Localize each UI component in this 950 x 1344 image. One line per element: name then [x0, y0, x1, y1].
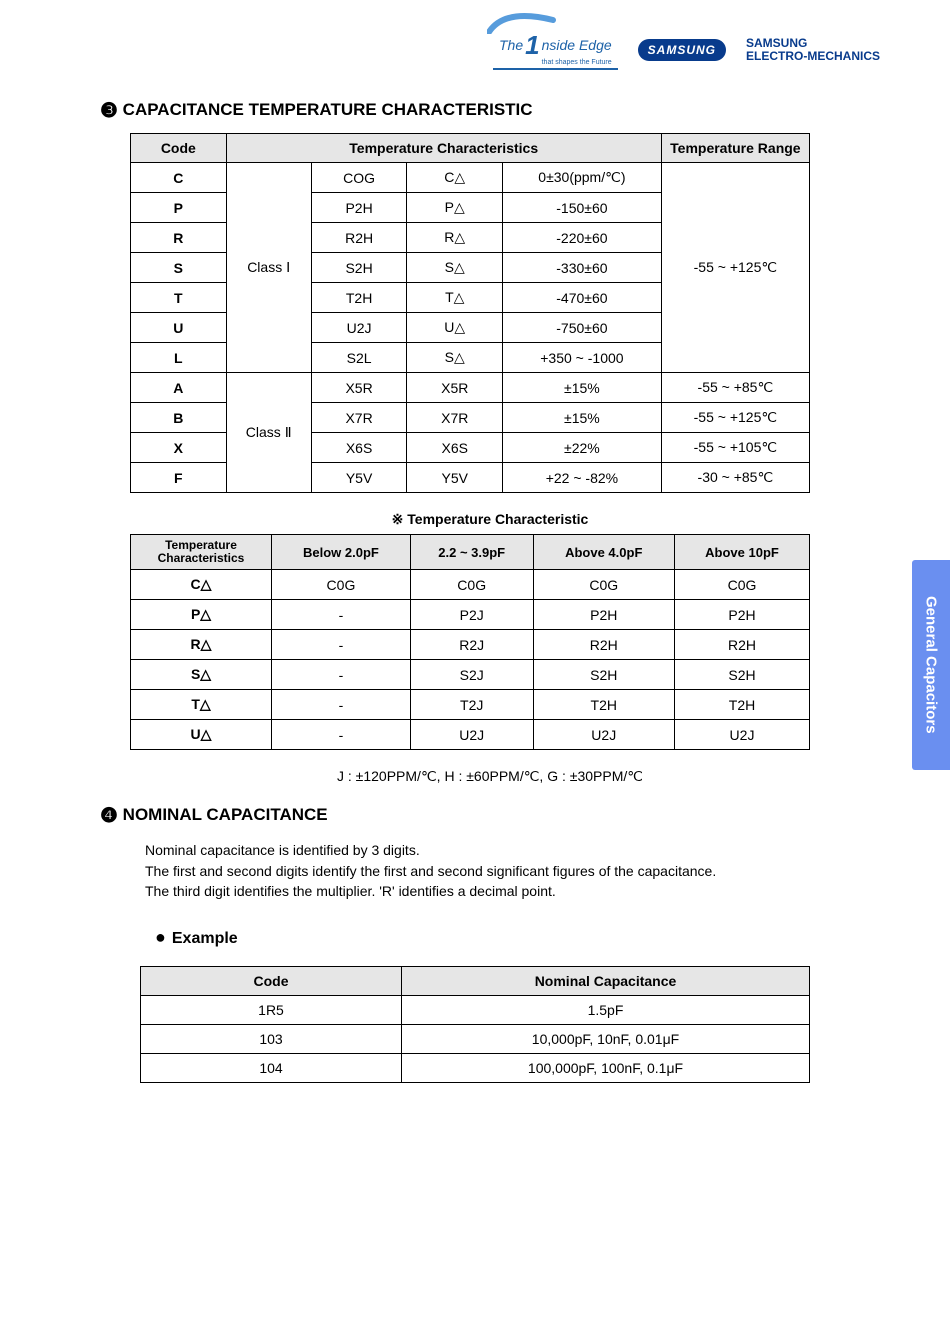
th3-nc: Nominal Capacitance [402, 967, 810, 996]
t1-code: C [131, 163, 227, 193]
t1-code: S [131, 253, 227, 283]
t1-code: T [131, 283, 227, 313]
tr: -30 ~ +85℃ [661, 463, 809, 493]
section3-title: ❸ CAPACITANCE TEMPERATURE CHARACTERISTIC [100, 98, 880, 123]
th2-h1: Below 2.0pF [272, 535, 411, 570]
body-l3: The third digit identifies the multiplie… [145, 883, 556, 899]
body-l2: The first and second digits identify the… [145, 863, 716, 879]
t1-code: X [131, 433, 227, 463]
th3-code: Code [141, 967, 402, 996]
temp-char-table: Code Temperature Characteristics Tempera… [130, 133, 810, 493]
ppm-footnote: J : ±120PPM/℃, H : ±60PPM/℃, G : ±30PPM/… [100, 768, 880, 785]
inside-mid: nside Edge [542, 37, 612, 53]
t1-c2: C△ [407, 163, 503, 193]
t1-code: U [131, 313, 227, 343]
tr: -55 ~ +85℃ [661, 373, 809, 403]
th-code: Code [131, 134, 227, 163]
inside-pre: The [499, 37, 523, 53]
samsung-em-logo: SAMSUNG ELECTRO-MECHANICS [746, 37, 880, 63]
tr: -55 ~ +105℃ [661, 433, 809, 463]
samsung-oval-logo: SAMSUNG [638, 39, 726, 61]
inside-one: 1 [525, 30, 539, 60]
th-tr: Temperature Range [661, 134, 809, 163]
class1-range: -55 ~ +125℃ [661, 163, 809, 373]
sem-line2: ELECTRO-MECHANICS [746, 49, 880, 63]
body-l1: Nominal capacitance is identified by 3 d… [145, 842, 420, 858]
section3-num: ❸ [100, 100, 118, 122]
bullet-icon: ● [155, 927, 166, 947]
th-tc: Temperature Characteristics [226, 134, 661, 163]
section4-title: ❹ NOMINAL CAPACITANCE [100, 803, 880, 828]
t1-code: R [131, 223, 227, 253]
example-heading: ● Example [155, 927, 880, 948]
inside-sub: that shapes the Future [499, 59, 612, 66]
section4-title-text: NOMINAL CAPACITANCE [123, 805, 328, 824]
side-tab: General Capacitors [912, 560, 950, 770]
th2-h4: Above 10pF [675, 535, 810, 570]
logo-bar: The1nside Edge that shapes the Future SA… [100, 30, 880, 70]
th2-h3: Above 4.0pF [533, 535, 675, 570]
section3-title-text: CAPACITANCE TEMPERATURE CHARACTERISTIC [123, 100, 533, 119]
temp-char-subtable: Temperature Characteristics Below 2.0pF … [130, 534, 810, 750]
t1-code: P [131, 193, 227, 223]
inside-edge-logo: The1nside Edge that shapes the Future [493, 30, 618, 70]
sub-title: ※ Temperature Characteristic [100, 511, 880, 528]
example-table: Code Nominal Capacitance 1R5 1.5pF 103 1… [140, 966, 810, 1083]
class1-label: Class Ⅰ [226, 163, 311, 373]
t1-c1: COG [311, 163, 407, 193]
class2-label: Class Ⅱ [226, 373, 311, 493]
tr: -55 ~ +125℃ [661, 403, 809, 433]
example-label: Example [172, 930, 238, 947]
section4-body: Nominal capacitance is identified by 3 d… [145, 840, 880, 901]
t1-code: F [131, 463, 227, 493]
t1-code: L [131, 343, 227, 373]
t1-code: A [131, 373, 227, 403]
t1-code: B [131, 403, 227, 433]
sem-line1: SAMSUNG [746, 36, 807, 50]
t1-c3: 0±30(ppm/℃) [503, 163, 662, 193]
th2-tc: Temperature Characteristics [131, 535, 272, 570]
section4-num: ❹ [100, 805, 118, 827]
th2-h2: 2.2 ~ 3.9pF [410, 535, 533, 570]
